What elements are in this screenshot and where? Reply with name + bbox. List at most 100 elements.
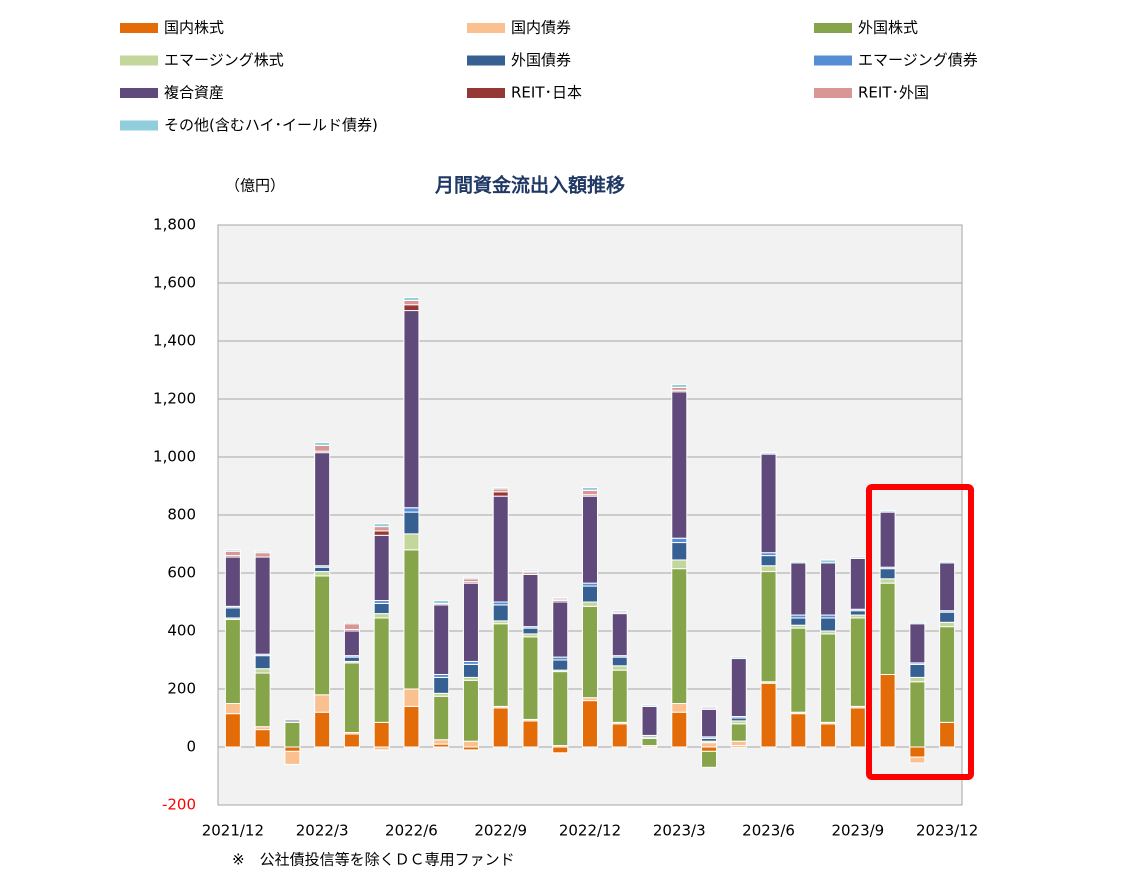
bar-segment <box>492 604 509 622</box>
bar-segment <box>254 672 271 728</box>
x-tick-label: 2022/12 <box>559 822 621 840</box>
bar-segment <box>552 671 569 747</box>
bar-segment <box>492 707 509 748</box>
bar-segment <box>849 556 866 559</box>
bar-segment <box>403 310 420 509</box>
bar-segment <box>373 534 390 602</box>
chart-title: 月間資金流出入額推移 <box>434 174 625 197</box>
legend-label: 国内債券 <box>511 19 571 37</box>
bar-segment <box>552 597 569 600</box>
bar-segment <box>433 676 450 694</box>
y-tick-label: 0 <box>186 738 196 756</box>
x-tick-label: 2021/12 <box>202 822 264 840</box>
bar-segment <box>314 711 331 748</box>
bar-segment <box>671 384 688 388</box>
bar-segment <box>909 746 926 758</box>
legend-swatch <box>120 120 158 131</box>
bar-segment <box>939 560 956 564</box>
y-tick-label: 400 <box>167 622 196 640</box>
y-tick-label: 600 <box>167 564 196 582</box>
bar-segment <box>373 602 390 615</box>
bar-segment <box>820 617 837 632</box>
bar-segment <box>582 601 598 607</box>
bar-segment <box>343 623 360 631</box>
bar-segment <box>343 733 360 748</box>
bar-segment <box>522 573 539 628</box>
bar-segment <box>760 555 777 567</box>
bar-segment <box>254 655 271 670</box>
legend-swatch <box>120 88 158 98</box>
bar-segment <box>730 740 747 747</box>
bar-segment <box>879 582 896 676</box>
bar-segment <box>671 391 688 539</box>
x-tick-label: 2023/9 <box>831 822 884 840</box>
bar-segment <box>879 674 896 748</box>
bar-segment <box>224 607 241 619</box>
bar-segment <box>641 705 658 736</box>
legend-swatch <box>467 23 505 33</box>
bar-segment <box>611 669 628 723</box>
bar-segment <box>433 739 450 745</box>
bar-segment <box>373 613 390 619</box>
y-tick-label: 1,200 <box>153 390 196 408</box>
bar-segment <box>343 656 360 662</box>
bar-segment <box>403 299 420 306</box>
x-tick-label: 2023/3 <box>653 822 706 840</box>
legend-swatch <box>814 23 852 33</box>
bar-segment <box>611 656 628 667</box>
x-tick-label: 2023/6 <box>742 822 795 840</box>
footnote: ※ 公社債投信等を除くＤＣ専用ファンド <box>232 851 515 869</box>
bar-segment <box>760 565 777 573</box>
bar-segment <box>224 713 241 748</box>
bar-segment <box>790 560 807 564</box>
y-tick-label: 1,800 <box>153 216 196 234</box>
bar-segment <box>820 562 837 616</box>
bar-segment <box>254 729 271 748</box>
bar-segment <box>582 700 598 748</box>
bar-segment <box>224 550 241 557</box>
bar-segment <box>284 750 301 765</box>
bar-segment <box>492 623 509 707</box>
legend-label: その他(含むハイ･イールド債券) <box>164 116 378 134</box>
x-tick-label: 2022/3 <box>296 822 349 840</box>
y-tick-label: 1,000 <box>153 448 196 466</box>
bar-segment <box>730 658 747 718</box>
bar-segment <box>909 681 926 748</box>
bar-segment <box>403 705 420 748</box>
bar-segment <box>701 746 718 752</box>
legend-label: 外国債券 <box>511 51 571 69</box>
bar-segment <box>403 297 420 301</box>
bar-segment <box>760 452 777 455</box>
bar-segment <box>582 489 598 496</box>
legend-label: REIT･外国 <box>858 84 929 102</box>
bar-segment <box>641 704 658 707</box>
bar-segment <box>373 523 390 528</box>
bar-segment <box>492 486 509 490</box>
bar-segment <box>224 703 241 715</box>
bar-segment <box>433 695 450 741</box>
bar-segment <box>373 526 390 532</box>
bar-segment <box>343 630 360 657</box>
bar-segment <box>701 705 718 709</box>
grid <box>218 224 962 806</box>
bar-segment <box>730 656 747 660</box>
bar-segment <box>760 682 777 748</box>
bar-segment <box>820 633 837 723</box>
bar-segment <box>522 569 539 573</box>
bar-segment <box>284 746 301 752</box>
legend-label: エマージング債券 <box>858 51 978 69</box>
bar-segment <box>671 559 688 570</box>
highlight-box <box>866 484 974 780</box>
bar-segment <box>433 600 450 604</box>
bar-segment <box>849 610 866 616</box>
bar-segment <box>224 618 241 705</box>
bar-segment <box>939 562 956 612</box>
bar-segment <box>611 613 628 657</box>
bar-segment <box>760 453 777 554</box>
bar-segment <box>254 550 271 554</box>
bar-segment <box>909 756 926 764</box>
bar-segment <box>611 665 628 671</box>
bar-segment <box>433 604 450 676</box>
bar-segment <box>909 663 926 678</box>
